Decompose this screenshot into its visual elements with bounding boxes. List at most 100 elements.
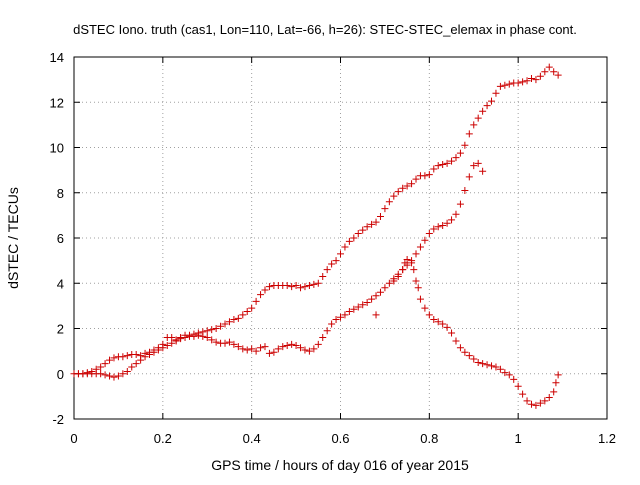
data-point-plus [408,259,416,267]
data-point-plus [536,399,544,407]
data-point-plus [443,219,451,227]
data-point-plus [372,292,380,300]
data-point-plus [119,353,127,361]
data-point-plus [430,225,438,233]
data-point-plus [470,121,478,129]
data-point-plus [172,337,180,345]
data-point-plus [359,226,367,234]
data-point-plus [474,114,482,122]
data-point-plus [483,361,491,369]
data-point-plus [154,346,162,354]
data-point-plus [97,370,105,378]
data-point-plus [328,320,336,328]
x-tick-label: 0 [70,431,77,446]
data-point-plus [425,229,433,237]
data-point-plus [106,356,114,364]
data-point-plus [341,243,349,251]
data-point-plus [461,141,469,149]
data-point-plus [550,388,558,396]
data-point-plus [492,363,500,371]
data-point-plus [492,89,500,97]
data-point-plus [132,351,140,359]
data-point-plus [550,68,558,76]
data-point-plus [452,337,460,345]
data-point-plus [314,340,322,348]
data-point-plus [479,107,487,115]
data-point-plus [217,322,225,330]
data-point-plus [470,355,478,363]
data-point-plus [403,255,411,263]
x-tick-label: 0.2 [154,431,172,446]
data-point-plus [399,184,407,192]
data-point-plus [163,341,171,349]
data-point-plus [128,363,136,371]
data-point-plus [212,325,220,332]
data-point-plus [288,340,296,348]
data-point-plus [385,279,393,287]
data-point-plus [434,162,442,170]
y-tick-label: 4 [57,276,64,291]
data-point-plus [123,367,131,375]
data-point-plus [412,250,420,258]
data-point-plus [479,360,487,368]
data-point-plus [496,82,504,90]
data-point-plus [221,320,229,328]
data-point-plus [545,63,553,71]
data-point-plus [439,160,447,168]
x-tick-label: 1.2 [598,431,616,446]
data-point-plus [416,243,424,251]
data-point-plus [328,260,336,268]
data-point-plus [292,341,300,349]
data-point-plus [430,315,438,323]
data-point-plus [465,173,473,181]
y-tick-label: 8 [57,186,64,201]
data-point-plus [137,356,145,364]
data-point-plus [225,338,233,346]
data-point-plus [345,308,353,316]
data-point-plus [408,180,416,188]
data-point-plus [363,298,371,306]
data-point-plus [465,130,473,138]
x-axis-label: GPS time / hours of day 016 of year 2015 [211,457,469,473]
data-point-plus [456,149,464,157]
data-point-plus [394,188,402,196]
data-point-plus [110,354,118,362]
data-point-plus [350,234,358,242]
data-point-plus [106,372,114,380]
data-point-plus [150,348,158,356]
data-point-plus [448,157,456,165]
data-point-plus [168,339,176,347]
data-point-plus [248,304,256,312]
data-point-plus [319,334,327,342]
data-point-plus [230,315,238,323]
data-point-plus [519,78,527,86]
data-point-plus [261,286,269,294]
data-point-plus [305,347,313,355]
data-point-plus [479,167,487,175]
data-point-plus [381,205,389,213]
data-point-plus [363,223,371,231]
data-point-plus [416,295,424,303]
data-point-plus [279,343,287,351]
data-point-plus [385,198,393,206]
data-point-plus [141,353,149,361]
data-point-plus [514,79,522,87]
data-point-plus [350,305,358,313]
data-point-plus [203,327,211,335]
data-point-plus [190,332,198,340]
data-point-plus [394,272,402,280]
data-point-plus [474,358,482,366]
data-point-plus [265,349,273,357]
data-point-plus [465,352,473,360]
data-point-plus [297,284,305,292]
data-point-plus [390,277,398,285]
data-point-plus [381,284,389,292]
data-point-plus [110,373,118,381]
x-tick-label: 1 [515,431,522,446]
data-point-plus [425,171,433,179]
data-point-plus [461,186,469,194]
data-point-plus [368,295,376,303]
data-point-plus [323,327,331,335]
data-point-plus [376,213,384,221]
data-point-plus [319,272,327,280]
